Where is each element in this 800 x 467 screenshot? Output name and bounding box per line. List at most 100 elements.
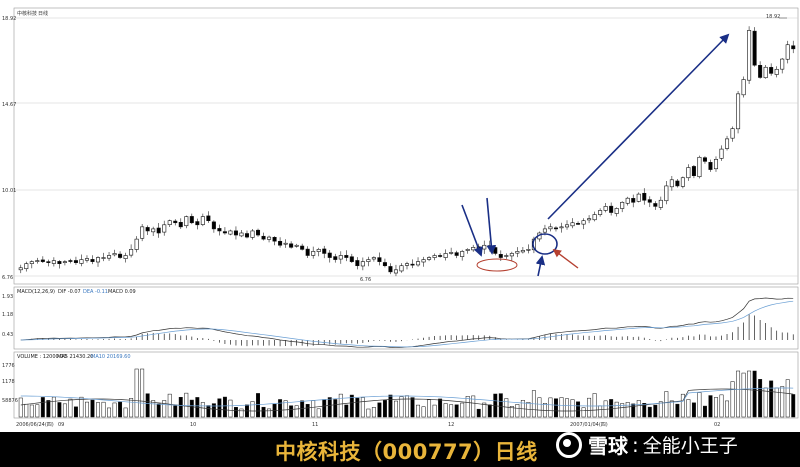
volume-bar <box>278 399 283 418</box>
candle-body <box>68 260 73 262</box>
candle-body <box>118 253 123 258</box>
volume-bar <box>581 407 586 418</box>
candle-body <box>443 253 448 258</box>
volume-bar <box>140 368 145 418</box>
candle-body <box>338 255 343 260</box>
watermark: 雪球 : 全能小王子 <box>556 430 738 459</box>
volume-bar <box>68 398 73 418</box>
macd-y-label: 0.43 <box>2 332 13 338</box>
volume-bar <box>686 399 691 418</box>
price-y-label: 10.01 <box>2 188 16 194</box>
volume-bar <box>454 404 459 418</box>
volume-bar <box>394 400 398 418</box>
candle-body <box>680 177 685 187</box>
volume-bar <box>338 393 343 418</box>
volume-bar <box>382 400 387 418</box>
volume-bar <box>123 407 128 418</box>
volume-bar <box>421 406 426 418</box>
volume-bar <box>283 400 288 418</box>
candle-body <box>112 253 117 256</box>
candle-body <box>675 180 680 187</box>
volume-bar <box>691 402 696 418</box>
price-title: 中核科技 <box>17 10 37 17</box>
candle-body <box>603 206 608 211</box>
volume-bar <box>576 401 581 418</box>
volume-bar <box>587 397 592 418</box>
volume-bar <box>162 400 167 418</box>
candle-body <box>79 259 84 264</box>
candle-body <box>769 67 774 74</box>
candle-body <box>658 199 663 208</box>
candle-body <box>697 156 702 178</box>
min-label: 6.76 <box>360 277 371 283</box>
volume-bar <box>333 399 338 418</box>
volume-bar <box>256 393 260 418</box>
volume-ma5: MA5 21430.20 <box>57 354 93 360</box>
blue-circle-annotation <box>532 233 558 255</box>
macd-dea: DEA -0.11 <box>83 289 108 295</box>
candle-body <box>73 260 78 263</box>
candle-body <box>40 259 45 262</box>
volume-bar <box>178 397 183 418</box>
volume-bar <box>366 408 371 418</box>
volume-bar <box>747 370 752 418</box>
volume-bar <box>443 403 448 418</box>
candle-body <box>587 218 592 221</box>
volume-bar <box>460 402 465 418</box>
x-axis-label: 10 <box>190 422 196 428</box>
candle-body <box>222 231 227 234</box>
caption-bar <box>0 432 800 467</box>
candle-body <box>129 249 134 256</box>
volume-bar <box>311 400 316 418</box>
candle-body <box>305 248 310 256</box>
candle-body <box>763 66 768 79</box>
volume-bar <box>316 408 321 418</box>
candle-body <box>791 45 796 50</box>
candle-body <box>35 260 40 262</box>
candle-body <box>156 227 161 234</box>
volume-bar <box>620 403 625 418</box>
candle-body <box>228 230 233 235</box>
volume-bar <box>758 379 763 418</box>
candle-body <box>272 236 277 242</box>
candle-body <box>609 205 614 213</box>
candle-body <box>24 263 29 270</box>
volume-ma10-line <box>20 387 794 407</box>
volume-bar <box>46 400 51 418</box>
candle-body <box>327 252 332 258</box>
volume-bar <box>35 404 40 418</box>
volume-bar <box>785 379 790 418</box>
volume-bar <box>702 405 707 418</box>
volume-bar <box>642 403 647 418</box>
volume-bar <box>228 399 233 418</box>
candle-body <box>233 230 238 236</box>
candle-body <box>29 261 34 264</box>
candle-body <box>548 226 553 230</box>
volume-bar <box>233 407 238 418</box>
x-axis-label: 2006/06/24(四) <box>16 422 54 428</box>
candle-body <box>493 247 498 254</box>
candle-body <box>145 227 150 232</box>
volume-bar <box>79 396 84 418</box>
chart-caption: 中核科技（000777）日线 <box>275 440 538 464</box>
volume-bar <box>222 396 227 418</box>
volume-bar <box>476 408 481 418</box>
volume-bar <box>399 396 404 418</box>
price-period: 日线 <box>38 10 48 17</box>
candle-body <box>294 244 299 247</box>
volume-bar <box>327 397 332 418</box>
candle-body <box>526 249 531 251</box>
candle-body <box>713 159 719 170</box>
volume-bar <box>410 397 415 418</box>
volume-bar <box>769 380 774 418</box>
candle-body <box>553 227 558 230</box>
candle-body <box>741 79 746 96</box>
volume-y-label: 58876 <box>2 398 18 404</box>
candle-body <box>195 221 200 226</box>
volume-y-label: 1776 <box>2 363 15 369</box>
candle-body <box>261 235 266 240</box>
blue-arrow-long <box>547 33 730 220</box>
candle-body <box>647 199 652 203</box>
candle-body <box>123 255 128 259</box>
